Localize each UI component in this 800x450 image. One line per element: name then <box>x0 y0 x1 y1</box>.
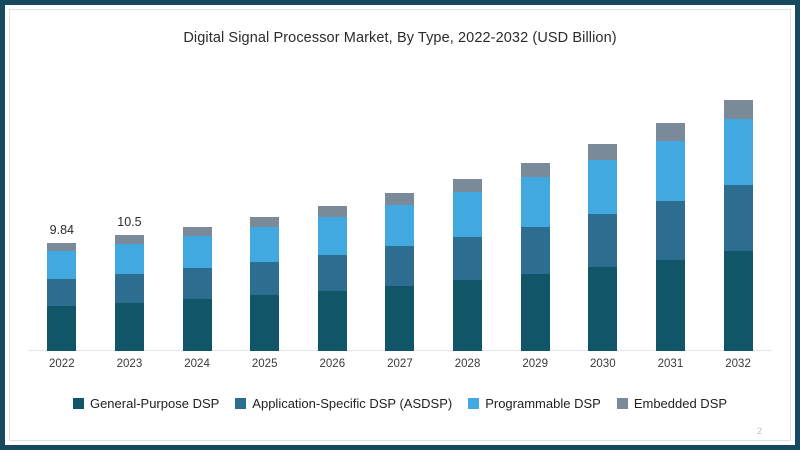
stacked-bar[interactable] <box>385 193 415 351</box>
chart-title: Digital Signal Processor Market, By Type… <box>183 30 617 46</box>
bar-segment[interactable] <box>655 200 685 260</box>
page-number: 2 <box>756 426 762 436</box>
stacked-bar[interactable] <box>520 163 550 351</box>
bar-segment[interactable] <box>317 290 347 351</box>
bar-segment[interactable] <box>47 279 77 306</box>
x-axis-tick-2027: 2027 <box>387 358 413 370</box>
x-axis-tick-2031: 2031 <box>657 358 684 370</box>
x-axis-tick-2028: 2028 <box>454 358 481 370</box>
bar-group[interactable] <box>453 70 483 351</box>
bar-segment[interactable] <box>723 118 753 186</box>
stacked-bar[interactable] <box>250 216 280 351</box>
bar-group[interactable] <box>723 70 753 351</box>
bar-segment[interactable] <box>385 205 415 247</box>
legend-item[interactable]: General-Purpose DSP <box>72 396 220 411</box>
stacked-bar[interactable] <box>114 235 144 351</box>
bar-segment[interactable] <box>453 179 483 192</box>
bar-segment[interactable] <box>114 302 144 351</box>
x-axis-tick-2024: 2024 <box>184 358 210 370</box>
stacked-bar[interactable] <box>47 242 77 351</box>
bar-segment[interactable] <box>47 251 77 280</box>
x-axis-tick-2030: 2030 <box>590 358 616 370</box>
bar-group[interactable]: 9.84 <box>47 70 77 351</box>
bar-segment[interactable] <box>520 163 550 177</box>
bar-segment[interactable] <box>723 185 753 251</box>
bar-segment[interactable] <box>250 261 280 296</box>
bar-segment[interactable] <box>114 235 144 244</box>
bar-series-container: 9.84 10.5 <box>28 70 772 351</box>
bar-segment[interactable] <box>47 242 77 252</box>
stacked-bar[interactable] <box>182 226 212 351</box>
chart-plot-area: 9.84 10.5 <box>28 70 772 351</box>
x-axis-tick-labels: 2022 2023 2024 2025 2026 2027 2028 2029 2030 2031… <box>28 358 772 378</box>
square-swatch-icon <box>72 398 84 409</box>
bar-group[interactable] <box>317 70 347 351</box>
bar-segment[interactable] <box>317 254 347 291</box>
bar-segment[interactable] <box>385 193 415 206</box>
x-axis-tick-2029: 2029 <box>522 358 548 370</box>
bar-segment[interactable] <box>588 159 618 215</box>
bar-segment[interactable] <box>588 144 618 160</box>
stacked-bar[interactable] <box>723 99 753 351</box>
bar-group[interactable] <box>588 70 618 351</box>
bar-segment[interactable] <box>250 226 280 262</box>
x-axis-tick-2032: 2032 <box>725 358 751 370</box>
stacked-bar[interactable] <box>453 179 483 351</box>
bar-segment[interactable] <box>588 267 618 351</box>
legend-item[interactable]: Application-Specific DSP (ASDSP) <box>235 396 452 411</box>
bar-value-label: 9.84 <box>49 222 74 237</box>
legend-item-label: Application-Specific DSP (ASDSP) <box>252 396 453 411</box>
bar-segment[interactable] <box>385 246 415 286</box>
bar-value-label: 10.5 <box>117 215 142 230</box>
bar-segment[interactable] <box>453 191 483 237</box>
bar-segment[interactable] <box>317 206 347 217</box>
stacked-bar[interactable] <box>655 123 685 351</box>
bar-segment[interactable] <box>588 214 618 268</box>
bar-group[interactable]: 10.5 <box>114 70 144 351</box>
stacked-bar[interactable] <box>317 206 347 351</box>
bar-segment[interactable] <box>47 305 77 351</box>
bar-segment[interactable] <box>182 235 212 269</box>
x-axis-tick-2023: 2023 <box>116 358 143 370</box>
bar-group[interactable] <box>385 70 415 351</box>
legend-item-label: Embedded DSP <box>633 396 728 411</box>
bar-segment[interactable] <box>114 274 144 303</box>
bar-segment[interactable] <box>723 99 753 119</box>
legend-item[interactable]: Embedded DSP <box>616 396 728 411</box>
x-axis-tick-2022: 2022 <box>49 358 75 370</box>
bar-group[interactable] <box>520 70 550 351</box>
bar-segment[interactable] <box>385 285 415 351</box>
bar-group[interactable] <box>182 70 212 351</box>
chart-legend: General-Purpose DSP Application-Specific … <box>0 396 800 411</box>
stacked-bar[interactable] <box>588 144 618 351</box>
bar-segment[interactable] <box>317 216 347 255</box>
bar-segment[interactable] <box>182 299 212 351</box>
bar-segment[interactable] <box>250 216 280 227</box>
bar-segment[interactable] <box>182 226 212 236</box>
x-axis-tick-2026: 2026 <box>319 358 346 370</box>
bar-segment[interactable] <box>520 274 550 351</box>
bar-segment[interactable] <box>114 243 144 275</box>
square-swatch-icon <box>235 398 247 409</box>
bar-segment[interactable] <box>453 280 483 351</box>
bar-segment[interactable] <box>520 226 550 275</box>
bar-segment[interactable] <box>655 259 685 351</box>
legend-item[interactable]: Programmable DSP <box>468 396 601 411</box>
bar-segment[interactable] <box>182 268 212 300</box>
legend-item-label: General-Purpose DSP <box>89 396 220 411</box>
bar-segment[interactable] <box>520 176 550 227</box>
bar-segment[interactable] <box>655 140 685 201</box>
x-axis-tick-2025: 2025 <box>251 358 278 370</box>
bar-segment[interactable] <box>723 250 753 351</box>
bar-segment[interactable] <box>453 236 483 281</box>
square-swatch-icon <box>468 398 480 409</box>
bar-segment[interactable] <box>655 123 685 141</box>
legend-item-label: Programmable DSP <box>485 396 601 411</box>
bar-group[interactable] <box>250 70 280 351</box>
bar-group[interactable] <box>655 70 685 351</box>
bar-segment[interactable] <box>250 295 280 351</box>
square-swatch-icon <box>616 398 628 409</box>
